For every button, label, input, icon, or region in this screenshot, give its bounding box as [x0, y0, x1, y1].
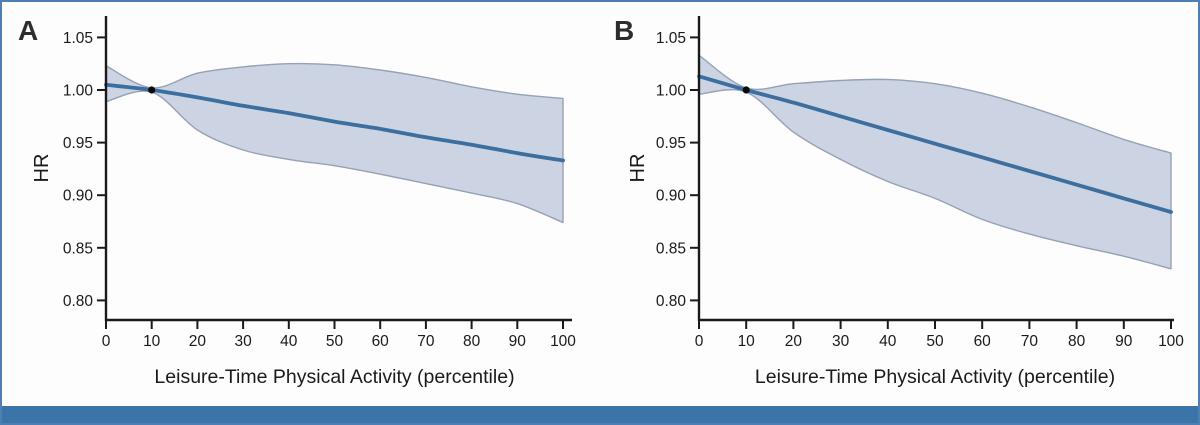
y-tick-label: 0.90	[63, 188, 94, 205]
panel-letter: B	[614, 15, 634, 46]
x-axis-title: Leisure-Time Physical Activity (percenti…	[154, 366, 514, 388]
x-tick-label: 100	[550, 333, 576, 350]
x-tick-label: 50	[326, 333, 344, 350]
chart-b: 1.05 1.00 0.95 0.90 0.85 0.80 0 10 20 30 40 50 60 70 8…	[614, 15, 1184, 388]
hr-line	[104, 82, 565, 163]
hr-line	[697, 74, 1173, 214]
y-tick-label: 0.95	[656, 135, 686, 152]
y-tick-label: 1.00	[63, 83, 94, 100]
x-tick-label: 40	[280, 333, 298, 350]
x-tick-label: 80	[1068, 333, 1086, 350]
x-tick-label: 10	[738, 333, 756, 350]
x-tick-label: 70	[417, 333, 435, 350]
y-tick-label: 1.05	[63, 30, 93, 47]
x-tick-label: 60	[974, 333, 992, 350]
x-tick-label: 90	[1115, 333, 1133, 350]
x-tick-label: 90	[509, 333, 527, 350]
reference-dot	[148, 86, 156, 94]
x-tick-label: 30	[832, 333, 850, 350]
x-tick-label: 50	[926, 333, 944, 350]
y-tick-label: 0.95	[63, 135, 93, 152]
x-tick-label: 20	[189, 333, 207, 350]
panel-letter: A	[18, 15, 38, 46]
y-axis-title: HR	[627, 154, 649, 183]
x-tick-label: 40	[879, 333, 897, 350]
y-tick-label: 0.85	[656, 240, 686, 257]
panel-a: 1.05 1.00 0.95 0.90 0.85 0.80 0 10 20 30 40 50 60 70 8…	[2, 2, 602, 408]
footer-bar	[2, 406, 1198, 423]
x-tick-label: 80	[463, 333, 481, 350]
x-tick-label: 20	[785, 333, 803, 350]
x-tick-label: 30	[234, 333, 252, 350]
y-tick-label: 0.80	[656, 293, 687, 310]
x-tick-label: 0	[695, 333, 704, 350]
confidence-band	[105, 62, 564, 224]
y-tick-label: 1.05	[656, 30, 686, 47]
x-tick-label: 100	[1158, 333, 1184, 350]
y-tick-label: 0.90	[656, 188, 687, 205]
chart-a: 1.05 1.00 0.95 0.90 0.85 0.80 0 10 20 30 40 50 60 70 8…	[18, 15, 576, 388]
confidence-band	[698, 54, 1172, 270]
y-tick-label: 1.00	[656, 83, 687, 100]
y-tick-label: 0.80	[63, 293, 94, 310]
y-tick-label: 0.85	[63, 240, 93, 257]
x-tick-label: 10	[143, 333, 161, 350]
y-axis-title: HR	[31, 154, 53, 183]
reference-dot	[742, 86, 750, 94]
x-tick-label: 60	[372, 333, 390, 350]
x-axis-title: Leisure-Time Physical Activity (percenti…	[755, 366, 1115, 388]
x-tick-label: 70	[1021, 333, 1039, 350]
x-tick-label: 0	[102, 333, 111, 350]
panel-b: 1.05 1.00 0.95 0.90 0.85 0.80 0 10 20 30 40 50 60 70 8…	[600, 2, 1198, 408]
